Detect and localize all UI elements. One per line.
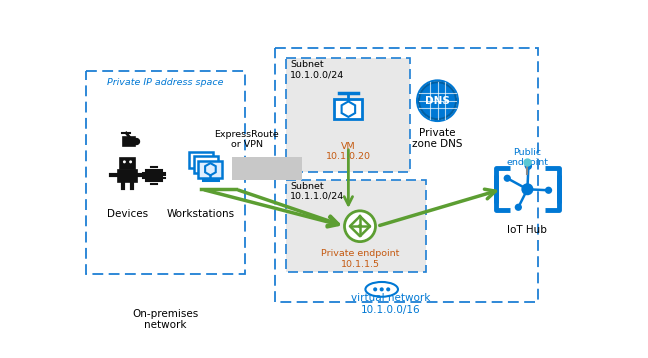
Circle shape xyxy=(358,224,362,228)
Circle shape xyxy=(419,82,456,119)
Circle shape xyxy=(345,211,375,242)
Bar xyxy=(117,170,137,182)
Circle shape xyxy=(123,160,126,163)
Text: Public
endpoint: Public endpoint xyxy=(506,148,548,167)
Text: VM
10.1.0.20: VM 10.1.0.20 xyxy=(326,141,371,161)
Bar xyxy=(189,151,213,169)
Circle shape xyxy=(522,183,533,195)
Bar xyxy=(86,71,246,274)
Bar xyxy=(123,137,135,146)
Circle shape xyxy=(503,175,511,182)
Circle shape xyxy=(380,287,384,291)
Circle shape xyxy=(129,160,132,163)
Circle shape xyxy=(373,287,377,291)
Bar xyxy=(194,156,218,173)
Bar xyxy=(275,48,538,302)
Text: Private
zone DNS: Private zone DNS xyxy=(412,128,463,149)
Text: Subnet
10.1.0.0/24: Subnet 10.1.0.0/24 xyxy=(290,60,345,79)
Text: Private IP address space: Private IP address space xyxy=(107,78,224,87)
Text: Subnet
10.1.1.0/24: Subnet 10.1.1.0/24 xyxy=(290,182,345,201)
Text: Devices: Devices xyxy=(107,208,148,218)
Bar xyxy=(146,170,161,181)
Circle shape xyxy=(515,204,522,211)
Text: IoT Hub: IoT Hub xyxy=(507,225,548,235)
Bar xyxy=(198,161,222,178)
Circle shape xyxy=(133,139,139,145)
Bar xyxy=(286,58,410,172)
Bar xyxy=(286,180,426,272)
Bar xyxy=(120,158,135,169)
Bar xyxy=(286,58,410,172)
Text: DNS: DNS xyxy=(425,96,450,106)
Text: Private endpoint
10.1.1.5: Private endpoint 10.1.1.5 xyxy=(321,249,399,269)
Text: Workstations: Workstations xyxy=(167,208,235,218)
Text: virtual network
10.1.0.0/16: virtual network 10.1.0.0/16 xyxy=(351,293,431,315)
Text: On-premises
network: On-premises network xyxy=(132,309,198,330)
Circle shape xyxy=(545,187,552,194)
Circle shape xyxy=(525,163,532,170)
Bar xyxy=(286,180,426,272)
Circle shape xyxy=(386,287,390,291)
Bar xyxy=(232,157,302,180)
Circle shape xyxy=(417,81,458,121)
Bar xyxy=(334,99,362,119)
Text: ExpressRoute
or VPN: ExpressRoute or VPN xyxy=(214,130,279,149)
